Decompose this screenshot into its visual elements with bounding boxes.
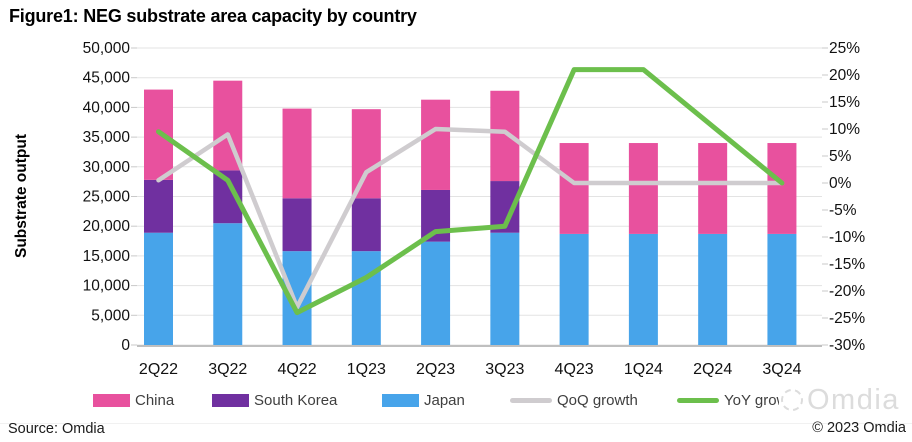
left-axis-tick-label: 0 [121, 337, 130, 354]
bar-segment-japan [698, 233, 728, 345]
bar-segment-japan [559, 233, 589, 345]
left-axis-tick-label: 15,000 [83, 248, 131, 265]
left-axis-tick-label: 45,000 [83, 70, 131, 87]
x-axis-tick-label: 3Q23 [485, 361, 524, 378]
x-axis-tick-label: 3Q24 [762, 361, 801, 378]
right-axis-tick-label: -15% [829, 256, 865, 273]
left-axis-tick-label: 20,000 [83, 218, 131, 235]
left-axis-tick-label: 5,000 [91, 307, 130, 324]
bar-segment-china [421, 99, 451, 190]
china-legend-swatch [93, 393, 130, 407]
x-axis-tick-label: 1Q24 [624, 361, 663, 378]
left-axis-tick-label: 30,000 [83, 159, 131, 176]
omdia-watermark-text: Omdia [807, 383, 900, 416]
x-axis-tick-label: 3Q22 [208, 361, 247, 378]
left-axis-tick-label: 40,000 [83, 99, 131, 116]
left-axis-tick-label: 10,000 [83, 278, 131, 295]
right-axis-tick-label: 0% [829, 175, 852, 192]
right-axis-tick-label: 10% [829, 121, 860, 138]
bar-segment-china [698, 143, 728, 234]
bar-segment-japan [421, 241, 451, 345]
right-axis-tick-label: 5% [829, 148, 852, 165]
legend-label-qoq-growth: QoQ growth [557, 391, 638, 409]
right-axis-tick-label: -20% [829, 283, 865, 300]
qoq-growth-line [156, 126, 785, 310]
omdia-watermark: Omdia [777, 383, 902, 416]
bar-segment-china [767, 143, 797, 234]
right-axis-tick-label: 15% [829, 94, 860, 111]
legend-item-china: China [93, 391, 174, 409]
right-axis-tick-label: -5% [829, 202, 857, 219]
left-axis-tick-label: 25,000 [83, 189, 131, 206]
south-korea-legend-swatch [212, 393, 249, 407]
bar-segment-china [282, 108, 312, 199]
bar-segment-china [490, 90, 520, 182]
right-axis-tick-label: -25% [829, 310, 865, 327]
omdia-swirl-logo-icon [777, 385, 807, 415]
bar-segment-south-korea [351, 198, 381, 252]
yoy-growth-legend-swatch [677, 397, 719, 403]
chart-title: Figure1: NEG substrate area capacity by … [9, 6, 417, 26]
right-axis-tick-label: 25% [829, 40, 860, 57]
bar-segment-china [628, 143, 658, 234]
x-axis-tick-label: 1Q23 [347, 361, 386, 378]
footer-divider [0, 423, 912, 424]
right-axis-tick-label: -10% [829, 229, 865, 246]
x-axis-tick-label: 2Q22 [139, 361, 178, 378]
legend-item-japan: Japan [382, 391, 465, 409]
bar-segment-japan [490, 232, 520, 345]
bar-segment-south-korea [282, 198, 312, 252]
bar-segment-japan [351, 251, 381, 345]
legend-label-china: China [135, 391, 175, 409]
bar-segment-south-korea [144, 179, 173, 233]
bar-segment-japan [628, 233, 658, 345]
bar-segment-china [351, 109, 381, 199]
left-axis-tick-label: 35,000 [83, 129, 131, 146]
qoq-growth-legend-swatch [510, 397, 552, 403]
copyright-note: © 2023 Omdia [812, 420, 906, 436]
left-axis-tick-label: 50,000 [83, 40, 131, 57]
bar-segment-china [559, 143, 589, 234]
right-axis-tick-label: 20% [829, 67, 860, 84]
left-axis-title: Substrate output [13, 134, 30, 258]
bar-segment-japan [767, 233, 797, 345]
legend-label-south-korea: South Korea [254, 391, 338, 409]
x-axis-tick-label: 2Q24 [693, 361, 732, 378]
legend-label-japan: Japan [424, 391, 465, 409]
legend-item-south-korea: South Korea [212, 391, 337, 409]
x-axis-tick-label: 4Q22 [277, 361, 316, 378]
source-note: Source: Omdia [8, 421, 105, 437]
bar-segment-japan [213, 223, 243, 345]
x-axis-tick-label: 4Q23 [555, 361, 594, 378]
japan-legend-swatch [382, 393, 419, 407]
bar-segment-japan [144, 232, 173, 345]
right-axis-tick-label: -30% [829, 337, 865, 354]
x-axis-tick-label: 2Q23 [416, 361, 455, 378]
legend-item-qoq-growth: QoQ growth [510, 391, 638, 409]
yoy-growth-line [156, 67, 785, 316]
